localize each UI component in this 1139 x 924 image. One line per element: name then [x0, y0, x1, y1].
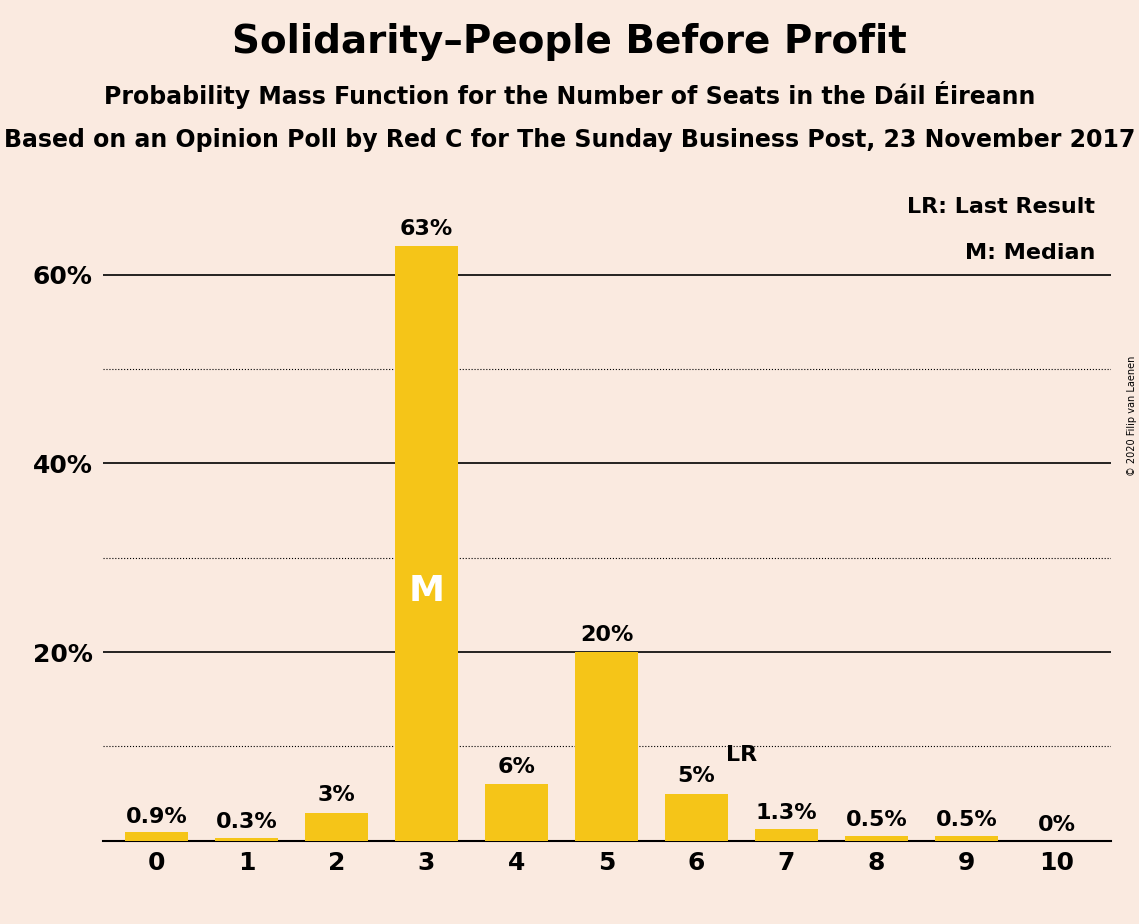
Text: 0%: 0% — [1038, 815, 1075, 835]
Bar — [845, 836, 908, 841]
Bar — [755, 829, 818, 841]
Text: 0.9%: 0.9% — [125, 807, 188, 827]
Text: LR: Last Result: LR: Last Result — [908, 197, 1096, 217]
Text: M: M — [409, 574, 444, 608]
Text: Based on an Opinion Poll by Red C for The Sunday Business Post, 23 November 2017: Based on an Opinion Poll by Red C for Th… — [3, 128, 1136, 152]
Text: Solidarity–People Before Profit: Solidarity–People Before Profit — [232, 23, 907, 61]
Text: 3%: 3% — [318, 785, 355, 805]
Text: © 2020 Filip van Laenen: © 2020 Filip van Laenen — [1126, 356, 1137, 476]
Text: 5%: 5% — [678, 766, 715, 786]
Text: Probability Mass Function for the Number of Seats in the Dáil Éireann: Probability Mass Function for the Number… — [104, 81, 1035, 109]
Text: 0.3%: 0.3% — [215, 812, 278, 833]
Text: 20%: 20% — [580, 625, 633, 645]
Bar — [935, 836, 998, 841]
Text: 63%: 63% — [400, 219, 453, 238]
Bar — [485, 784, 548, 841]
Bar — [665, 794, 728, 841]
Bar — [305, 812, 368, 841]
Text: 0.5%: 0.5% — [845, 810, 908, 831]
Text: 0.5%: 0.5% — [935, 810, 998, 831]
Bar — [125, 833, 188, 841]
Text: LR: LR — [726, 746, 757, 765]
Text: 1.3%: 1.3% — [755, 803, 818, 823]
Bar — [575, 652, 638, 841]
Bar — [395, 246, 458, 841]
Text: 6%: 6% — [498, 757, 535, 777]
Text: M: Median: M: Median — [965, 243, 1096, 263]
Bar — [215, 838, 278, 841]
